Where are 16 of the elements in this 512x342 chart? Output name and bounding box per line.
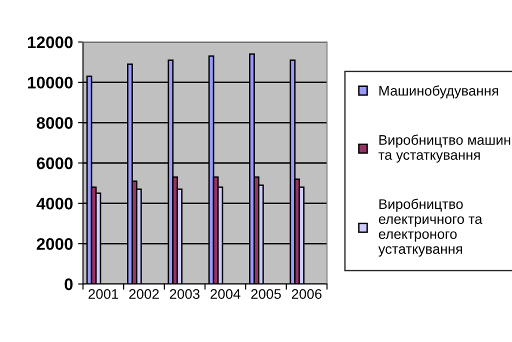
x-tick-label: 2001 [88,289,118,299]
y-tick-label: 0 [64,278,73,290]
x-tick-label: 2002 [129,289,159,299]
legend-label: Машинобудування [379,85,498,98]
y-tick-label: 4000 [36,198,73,210]
y-tick-label: 10000 [28,76,73,89]
x-tick-label: 2003 [170,289,200,299]
x-tick-label: 2006 [292,289,322,299]
x-tick-label: 2004 [210,289,240,299]
legend-label: Виробництво електричного та електроного устаткування [378,198,482,257]
y-tick-label: 12000 [28,36,73,48]
legend-label: Виробництво машин та устаткування [378,134,510,163]
y-tick-label: 6000 [36,157,73,170]
y-tick-label: 8000 [36,117,73,129]
y-tick-label: 2000 [36,238,73,250]
x-tick-label: 2005 [251,289,281,299]
